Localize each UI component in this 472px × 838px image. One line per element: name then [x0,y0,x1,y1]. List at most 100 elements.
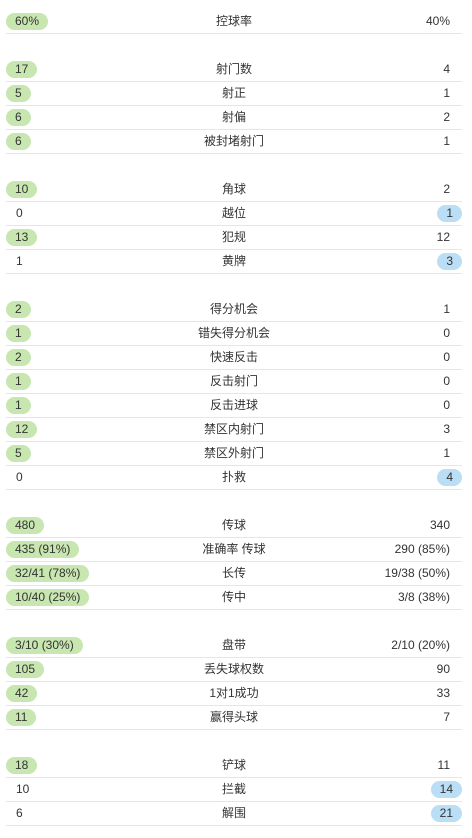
stat-label: 扑救 [221,470,246,484]
away-value: 12 [436,230,450,244]
stat-row: 角球 10 2 [6,178,462,202]
home-value: 32/41 (78%) [6,565,90,582]
stat-row: 解围 6 21 [6,802,462,826]
stat-row: 射偏 6 2 [6,106,462,130]
stat-label: 越位 [221,206,246,220]
home-value: 0 [16,470,23,484]
away-value: 21 [430,805,462,822]
home-value: 10/40 (25%) [6,589,90,606]
stat-label: 铲球 [221,758,246,772]
away-value: 2/10 (20%) [391,638,450,652]
stat-row: 反击进球 1 0 [6,394,462,418]
stat-label: 传球 [221,518,246,532]
stat-label: 拦截 [221,782,246,796]
stat-label: 射偏 [221,110,246,124]
away-value: 1 [443,134,450,148]
stat-row: 错失得分机会 1 0 [6,322,462,346]
home-value: 1 [6,325,31,342]
home-value: 480 [6,517,45,534]
away-value: 4 [437,469,462,486]
home-value: 10 [16,782,30,796]
away-value: 1 [443,302,450,316]
stat-group: 传球 480 340 准确率 传球 435 (91%) 290 (85%) 长传 32/41 … [6,514,462,610]
stat-label: 射门数 [215,62,252,76]
stat-group: 得分机会 2 1 错失得分机会 1 0 快速反击 2 0 反击射门 1 0 反击进球 1 0 禁区内射门 12 3… [6,298,462,490]
stat-row: 铲球 18 11 [6,754,462,778]
stat-label: 解围 [221,806,246,820]
away-value: 3 [437,253,462,270]
stat-label: 快速反击 [209,350,258,364]
home-value: 105 [6,661,45,678]
stat-row: 盘带 3/10 (30%) 2/10 (20%) [6,634,462,658]
stat-row: 传球 480 340 [6,514,462,538]
home-value: 11 [6,709,37,726]
stat-row: 快速反击 2 0 [6,346,462,370]
stat-label: 控球率 [215,14,252,28]
stat-label: 反击射门 [209,374,258,388]
home-value: 435 (91%) [6,541,80,558]
away-value: 0 [443,326,450,340]
stat-row: 传中 10/40 (25%) 3/8 (38%) [6,586,462,610]
stat-label: 传中 [221,590,246,604]
away-value: 1 [443,446,450,460]
stat-row: 射正 5 1 [6,82,462,106]
away-value: 3/8 (38%) [397,590,450,604]
home-value: 2 [6,349,31,366]
stat-label: 反击进球 [209,398,258,412]
stat-group: 控球率 60% 40% [6,10,462,34]
home-value: 18 [6,757,38,774]
stat-group: 盘带 3/10 (30%) 2/10 (20%) 丢失球权数 105 90 1对1成功 42 3… [6,634,462,730]
match-stats-panel: 控球率 60% 40% 射门数 17 4 射正 5 1 射偏 6 2 被封堵射门 6 1 角球 10 2 越位 0 1 犯… [0,10,472,826]
stat-row: 得分机会 2 1 [6,298,462,322]
home-value: 1 [6,397,31,414]
home-value: 42 [6,685,38,702]
stat-label: 长传 [221,566,246,580]
stat-label: 被封堵射门 [203,134,264,148]
stat-row: 反击射门 1 0 [6,370,462,394]
away-value: 0 [443,398,450,412]
home-value: 6 [16,806,23,820]
stat-row: 被封堵射门 6 1 [6,130,462,154]
stat-row: 扑救 0 4 [6,466,462,490]
stat-row: 丢失球权数 105 90 [6,658,462,682]
stat-label: 赢得头球 [209,710,258,724]
stat-row: 犯规 13 12 [6,226,462,250]
away-value: 3 [443,422,450,436]
away-value: 0 [443,350,450,364]
stat-label: 得分机会 [209,302,258,316]
stat-label: 角球 [221,182,246,196]
away-value: 2 [443,110,450,124]
home-value: 1 [16,254,23,268]
away-value: 0 [443,374,450,388]
stat-row: 1对1成功 42 33 [6,682,462,706]
stat-group: 射门数 17 4 射正 5 1 射偏 6 2 被封堵射门 6 1 [6,58,462,154]
stat-row: 禁区内射门 12 3 [6,418,462,442]
stat-row: 黄牌 1 3 [6,250,462,274]
home-value: 6 [6,133,31,150]
home-value: 13 [6,229,38,246]
home-value: 3/10 (30%) [6,637,83,654]
away-value: 14 [430,781,462,798]
stat-row: 拦截 10 14 [6,778,462,802]
away-value: 2 [443,182,450,196]
home-value: 0 [16,206,23,220]
home-value: 60% [6,13,49,30]
stat-row: 禁区外射门 5 1 [6,442,462,466]
away-value: 1 [437,205,462,222]
stat-label: 盘带 [221,638,246,652]
stat-label: 1对1成功 [209,686,259,700]
home-value: 2 [6,301,31,318]
stat-row: 准确率 传球 435 (91%) 290 (85%) [6,538,462,562]
stat-row: 控球率 60% 40% [6,10,462,34]
away-value: 90 [436,662,450,676]
away-value: 19/38 (50%) [384,566,450,580]
stat-label: 禁区内射门 [203,422,264,436]
stat-group: 角球 10 2 越位 0 1 犯规 13 12 黄牌 1 3 [6,178,462,274]
away-value: 11 [437,758,450,772]
home-value: 5 [6,445,31,462]
home-value: 5 [6,85,31,102]
stat-label: 丢失球权数 [203,662,264,676]
stat-label: 黄牌 [221,254,246,268]
home-value: 17 [6,61,38,78]
home-value: 1 [6,373,31,390]
